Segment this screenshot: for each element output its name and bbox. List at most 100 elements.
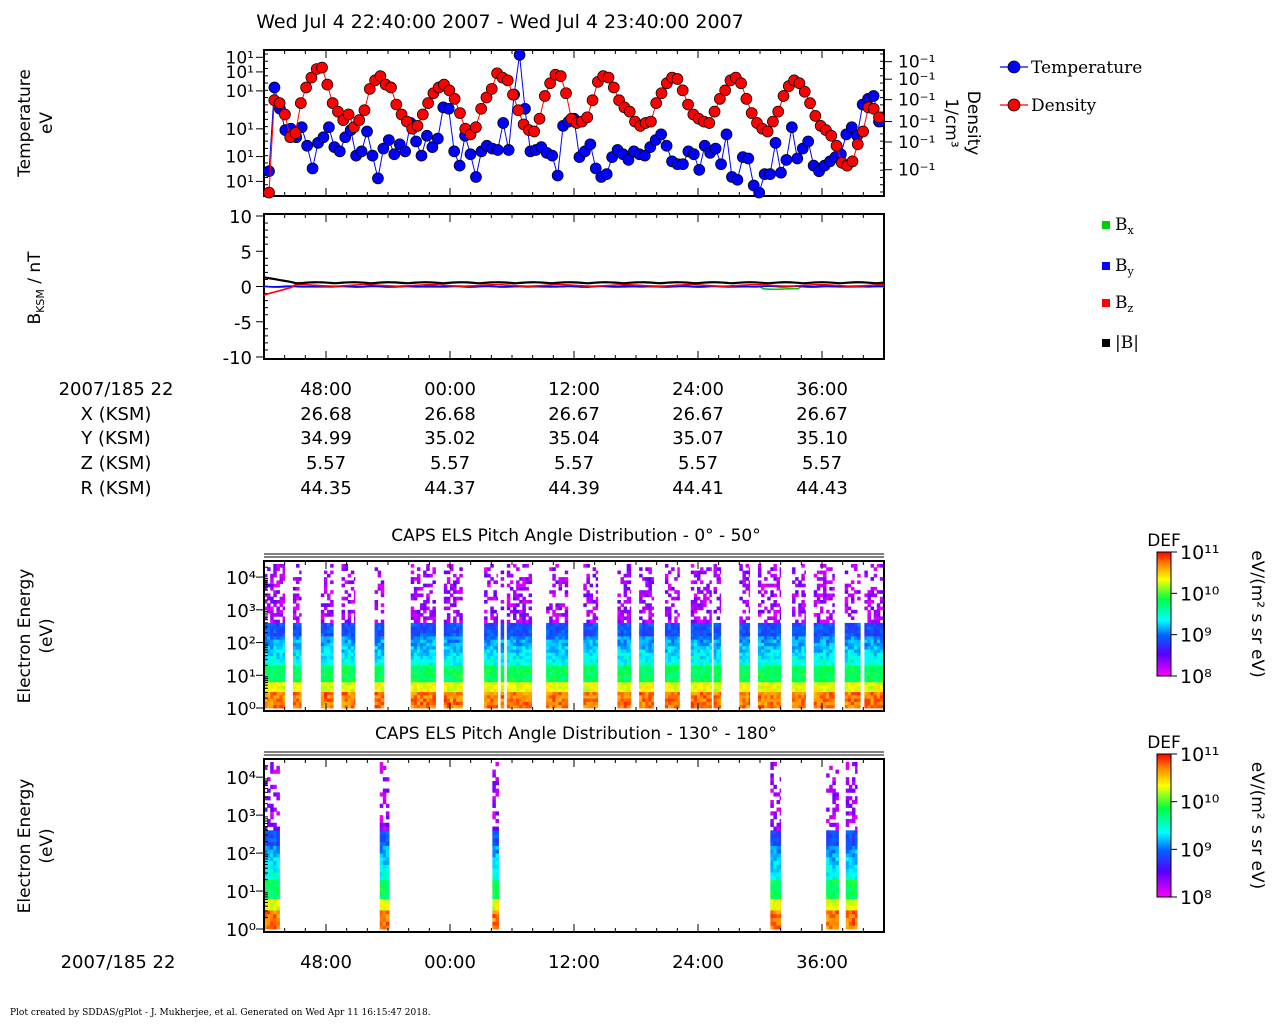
pad1-pixel	[564, 619, 569, 624]
pad1-pixel	[873, 662, 878, 666]
pad1-pixel	[879, 564, 884, 568]
pad1-pixel	[854, 609, 858, 614]
pad1-pixel	[561, 629, 566, 634]
pad1-pixel	[490, 685, 494, 689]
pad1-pixel	[706, 698, 710, 702]
pad1-pixel	[555, 649, 559, 653]
pad1-pixel	[873, 672, 878, 676]
pad1-pixel	[426, 701, 430, 706]
pad1-pixel	[804, 685, 806, 689]
pad1-pixel	[826, 665, 830, 670]
pad1-pixel	[651, 649, 654, 653]
pad1-pixel	[525, 577, 529, 581]
pad1-pixel	[410, 655, 415, 660]
pad1-pixel	[296, 698, 300, 702]
pad1-pixel	[671, 622, 675, 627]
pad1-pixel	[700, 665, 704, 670]
pad1-pixel	[493, 652, 497, 657]
pad1-pixel	[546, 698, 550, 702]
pad1-pixel	[276, 694, 280, 699]
pad1-pixel	[819, 577, 824, 581]
pad1-pixel	[484, 609, 488, 614]
pad1-pixel	[459, 619, 463, 624]
pad1-pixel	[267, 606, 271, 611]
pad1-pixel	[629, 672, 632, 676]
pad1-pixel	[487, 681, 491, 686]
pad1-pixel	[671, 662, 675, 666]
pad1-pixel	[764, 694, 768, 699]
pad1-pixel	[558, 583, 562, 588]
pad1-pixel	[432, 632, 436, 637]
pad1-pixel	[410, 596, 415, 601]
pad1-pixel	[410, 593, 415, 598]
pad1-pixel	[770, 603, 774, 607]
pad1-pixel	[639, 636, 643, 640]
pad1-pixel	[677, 639, 680, 643]
pad1-pixel	[276, 681, 280, 686]
pad1-pixel	[764, 642, 768, 647]
pad1-pixel	[522, 626, 526, 630]
pad1-pixel	[528, 629, 533, 634]
pad1-pixel	[264, 606, 268, 611]
pad1-pixel	[703, 632, 707, 637]
pad1-pixel	[668, 619, 672, 624]
pad1-pixel	[642, 662, 646, 666]
pad1-pixel	[410, 632, 415, 637]
pad1-pixel	[459, 639, 463, 643]
pad1-pixel	[620, 645, 624, 650]
pad1-pixel	[773, 577, 777, 581]
pad1-pixel	[519, 616, 523, 621]
pad1-pixel	[413, 609, 418, 614]
pad1-pixel	[770, 675, 774, 679]
pad1-pixel	[873, 678, 878, 683]
pad1-pixel	[592, 649, 597, 653]
pad2-pixel	[264, 917, 268, 922]
pad1-pixel	[716, 694, 721, 699]
pad1-pixel	[528, 619, 533, 624]
pad1-pixel	[844, 636, 849, 640]
pad1-pixel	[459, 645, 463, 650]
pad1-pixel	[642, 622, 646, 627]
pad1-pixel	[844, 606, 849, 611]
pad2-pixel	[267, 883, 271, 888]
pad1-pixel	[341, 639, 345, 643]
pad1-pixel	[776, 694, 781, 699]
pad1-pixel	[561, 649, 566, 653]
pad1-pixel	[513, 590, 517, 594]
pad1-pixel	[496, 694, 498, 699]
pad1-pixel	[761, 685, 765, 689]
pad1-pixel	[813, 593, 818, 598]
pad1-pixel	[757, 688, 762, 693]
pad1-pixel	[443, 675, 448, 679]
pad1-pixel	[719, 632, 722, 637]
pad1-pixel	[552, 645, 556, 650]
pad1-pixel	[558, 642, 562, 647]
pad1-pixel	[693, 622, 698, 627]
pad1-pixel	[377, 573, 382, 578]
pad1-pixel	[344, 632, 349, 637]
pad1-pixel	[506, 564, 511, 568]
pad1-pixel	[276, 639, 280, 643]
pad1-pixel	[876, 645, 881, 650]
pad1-pixel	[595, 642, 599, 647]
pad1-pixel	[330, 649, 334, 653]
pad1-pixel	[552, 636, 556, 640]
pad1-pixel	[446, 655, 451, 660]
pad1-pixel	[706, 596, 710, 601]
pad2-pixel	[264, 849, 268, 854]
pad1-pixel	[620, 613, 624, 617]
pad1-pixel	[795, 593, 799, 598]
pad1-pixel	[671, 685, 675, 689]
pad1-pixel	[623, 691, 628, 696]
pad1-pixel	[779, 593, 782, 598]
pad1-pixel	[739, 672, 743, 676]
pad1-pixel	[292, 632, 297, 637]
pad1-pixel	[509, 678, 514, 683]
pad1-pixel	[330, 691, 334, 696]
pad1-pixel	[671, 636, 675, 640]
pad1-pixel	[377, 632, 382, 637]
pad1-pixel	[706, 685, 710, 689]
moments-ytick-label: 10¹	[226, 82, 254, 102]
pad1-pixel	[516, 580, 520, 585]
pad1-pixel	[267, 658, 271, 663]
